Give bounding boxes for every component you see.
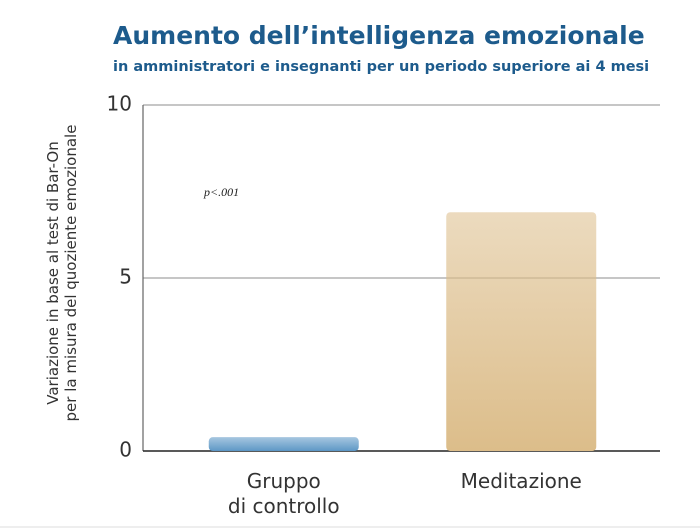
y-tick-label: 5 — [119, 265, 132, 289]
x-tick-label: Meditazione — [460, 469, 582, 493]
annotation: p<.001 — [203, 185, 239, 199]
x-tick-label: Gruppo di controllo — [227, 469, 340, 518]
y-tick-label: 10 — [107, 92, 132, 116]
chart-subtitle: in amministratori e insegnanti per un pe… — [113, 59, 649, 75]
chart-title: Aumento dell’intelligenza emozionale — [113, 21, 645, 50]
y-tick-label: 0 — [119, 438, 132, 462]
bar — [446, 212, 597, 451]
bar — [208, 437, 359, 451]
y-axis-label: Variazione in base al test di Bar-On per… — [44, 124, 80, 422]
